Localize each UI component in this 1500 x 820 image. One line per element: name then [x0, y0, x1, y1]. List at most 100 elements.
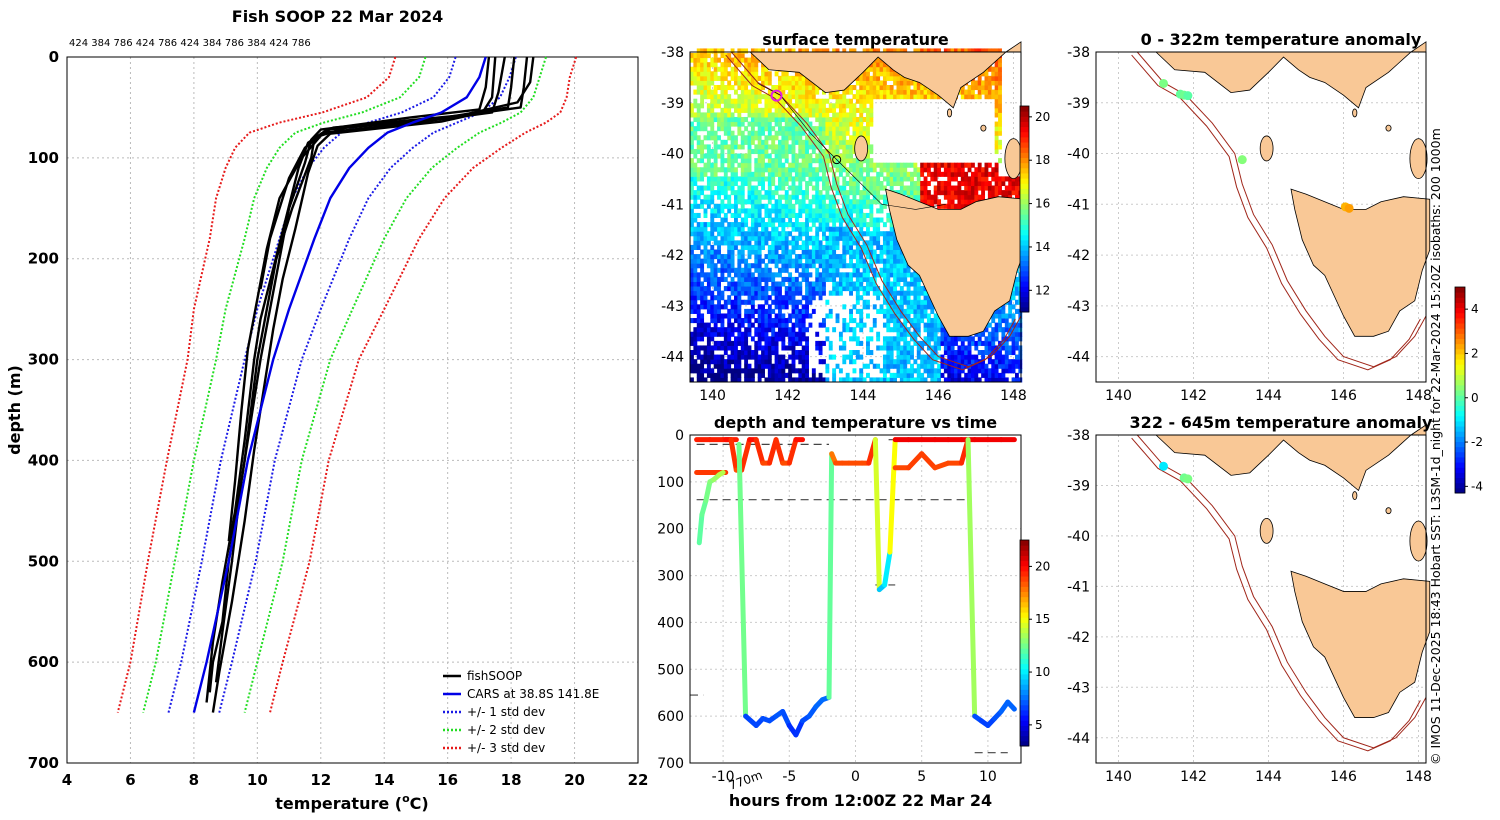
sst-pixel	[828, 116, 833, 123]
sst-pixel	[835, 254, 840, 260]
sst-pixel	[903, 295, 908, 301]
sst-pixel	[713, 48, 718, 54]
sst-pixel	[696, 354, 701, 360]
sst-pixel	[886, 281, 891, 287]
sst-pixel	[693, 350, 698, 356]
sst-pixel	[781, 276, 786, 282]
sst-pixel	[1004, 350, 1009, 356]
sst-pixel	[781, 363, 786, 369]
sst-pixel	[1001, 368, 1006, 374]
sst-pixel	[740, 57, 745, 63]
sst-pixel	[713, 226, 718, 232]
sst-pixel	[893, 345, 897, 351]
sst-pixel	[757, 336, 762, 342]
sst-pixel	[849, 135, 853, 141]
sst-pixel	[757, 363, 762, 369]
sst-pixel	[920, 308, 925, 314]
sst-pixel	[849, 139, 853, 145]
sst-pixel	[872, 249, 877, 255]
sst-pixel	[801, 194, 806, 200]
sst-pixel	[838, 276, 843, 282]
sst-pixel	[943, 340, 948, 346]
sst-pixel	[862, 185, 867, 191]
sst-pixel	[734, 80, 738, 86]
sst-pixel	[767, 112, 772, 118]
sst-pixel	[998, 130, 1002, 136]
sst-pixel	[730, 313, 735, 319]
sst-pixel	[737, 80, 742, 86]
sst-pixel	[700, 116, 705, 123]
sst-pixel	[690, 139, 694, 145]
sst-pixel	[838, 263, 843, 269]
sst-pixel	[710, 226, 715, 232]
sst-pixel	[845, 276, 850, 282]
sst-pixel	[886, 308, 891, 314]
sst-pixel	[747, 212, 752, 219]
sst-pixel	[713, 322, 718, 328]
sst-pixel	[713, 249, 718, 255]
sst-pixel	[916, 304, 921, 310]
sst-pixel	[781, 94, 786, 100]
sst-pixel	[781, 372, 786, 378]
sst-pixel	[727, 363, 732, 369]
sst-pixel	[987, 80, 992, 86]
sst-pixel	[977, 194, 982, 200]
sst-pixel	[767, 98, 772, 104]
sst-pixel	[778, 363, 782, 369]
sst-pixel	[835, 281, 840, 287]
sst-pixel	[690, 103, 694, 109]
sst-pixel	[923, 377, 928, 383]
sst-pixel	[696, 240, 701, 246]
sst-pixel	[723, 176, 728, 182]
sst-pixel	[835, 98, 840, 104]
sst-pixel	[791, 299, 796, 305]
sst-pixel	[811, 139, 816, 145]
sst-pixel	[720, 48, 725, 54]
sst-pixel	[1004, 377, 1009, 383]
sst-pixel	[970, 162, 975, 168]
sst-pixel	[808, 286, 813, 292]
sst-pixel	[788, 75, 793, 81]
sst-pixel	[727, 112, 732, 118]
sst-pixel	[784, 121, 789, 127]
sst-pixel	[737, 254, 742, 260]
sst-pixel	[886, 258, 891, 264]
sst-pixel	[937, 185, 942, 191]
sst-pixel	[899, 167, 904, 173]
sst-pixel	[774, 254, 779, 260]
sst-pixel	[815, 158, 820, 164]
sst-pixel	[954, 162, 958, 168]
sst-pixel	[730, 112, 735, 118]
sst-pixel	[723, 158, 728, 164]
sst-pixel	[791, 208, 796, 214]
sst-pixel	[767, 272, 772, 278]
sst-pixel	[937, 94, 942, 100]
sst-pixel	[947, 185, 952, 191]
sst-pixel	[916, 299, 921, 305]
sst-pixel	[835, 135, 840, 141]
sst-pixel	[849, 240, 853, 246]
sst-pixel	[954, 377, 958, 383]
sst-pixel	[794, 98, 799, 104]
sst-pixel	[781, 222, 786, 228]
sst-pixel	[727, 340, 732, 346]
sst-pixel	[987, 162, 992, 168]
sst-pixel	[845, 217, 850, 223]
sst-pixel	[801, 254, 806, 260]
sst-pixel	[771, 135, 776, 141]
sst-pixel	[879, 267, 884, 273]
sst-pixel	[822, 226, 826, 232]
sst-pixel	[761, 231, 765, 237]
sst-pixel	[693, 171, 698, 177]
sst-pixel	[1001, 308, 1006, 314]
sst-pixel	[791, 350, 796, 356]
sst-pixel	[706, 304, 711, 310]
sst-pixel	[960, 194, 965, 200]
sst-pixel	[794, 212, 799, 219]
sst-pixel	[825, 107, 830, 113]
sst-pixel	[947, 203, 952, 209]
sst-pixel	[805, 139, 809, 145]
sst-pixel	[720, 89, 725, 95]
sst-pixel	[700, 318, 705, 324]
sst-pixel	[916, 286, 921, 292]
